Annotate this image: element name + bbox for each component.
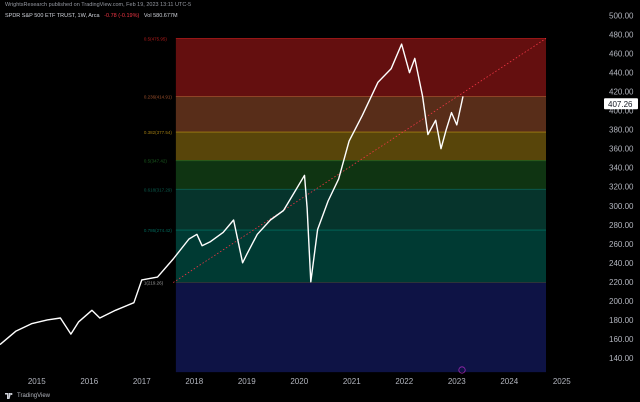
fib-level-label: 0.5(347.42) — [144, 159, 168, 164]
x-tick-label: 2020 — [290, 377, 308, 386]
fib-zone — [175, 132, 546, 161]
y-tick-label: 300.00 — [609, 202, 634, 211]
fib-level-label: 0.5(475.95) — [144, 36, 168, 41]
y-tick-label: 340.00 — [609, 164, 634, 173]
y-tick-label: 320.00 — [609, 183, 634, 192]
y-tick-label: 460.00 — [609, 50, 634, 59]
price-series-line — [0, 43, 464, 346]
last-price-label: 407.26 — [608, 100, 633, 109]
y-tick-label: 260.00 — [609, 240, 634, 249]
x-tick-label: 2019 — [238, 377, 256, 386]
last-price-badge — [604, 98, 638, 110]
fib-level-label: 0.236(414.91) — [144, 95, 173, 100]
fib-zone — [175, 230, 546, 283]
fib-level-label: 0.786(274.42) — [144, 228, 173, 233]
footer: TradingView — [5, 393, 50, 399]
x-tick-label: 2023 — [448, 377, 466, 386]
x-tick-label: 2021 — [343, 377, 361, 386]
y-tick-label: 360.00 — [609, 145, 634, 154]
x-tick-label: 2022 — [395, 377, 413, 386]
footer-brand: TradingView — [17, 393, 51, 399]
symbol-name[interactable]: SPDR S&P 500 ETF TRUST, 1W, Arca — [5, 13, 100, 19]
fib-zone — [175, 282, 546, 373]
fib-level-label: 1(219.26) — [144, 281, 164, 286]
y-tick-label: 380.00 — [609, 126, 634, 135]
fib-zone — [175, 160, 546, 190]
fib-level-label: 0.618(317.29) — [144, 187, 173, 192]
fib-zone — [175, 96, 546, 133]
fib-zone — [175, 189, 546, 231]
fib-zone — [175, 38, 546, 97]
fib-level-label: 0.382(377.54) — [144, 130, 173, 135]
y-tick-label: 180.00 — [609, 316, 634, 325]
y-tick-label: 420.00 — [609, 88, 634, 97]
price-change: -0.78 (-0.19%) — [104, 13, 140, 19]
y-tick-label: 140.00 — [609, 354, 634, 363]
volume-value: Vol 580.677M — [143, 13, 178, 19]
tradingview-logo-icon — [5, 393, 13, 399]
y-tick-label: 400.00 — [609, 107, 634, 116]
event-marker-icon[interactable] — [458, 366, 466, 374]
y-tick-label: 220.00 — [609, 278, 634, 287]
y-tick-label: 240.00 — [609, 259, 634, 268]
x-tick-label: 2018 — [185, 377, 203, 386]
published-line: WrightsResearch published on TradingView… — [5, 2, 192, 8]
symbol-legend: SPDR S&P 500 ETF TRUST, 1W, Arca -0.78 (… — [5, 13, 178, 19]
x-tick-label: 2017 — [133, 377, 151, 386]
y-tick-label: 500.00 — [609, 12, 634, 21]
y-tick-label: 160.00 — [609, 335, 634, 344]
x-tick-label: 2015 — [28, 377, 46, 386]
x-tick-label: 2025 — [553, 377, 571, 386]
y-tick-label: 480.00 — [609, 31, 634, 40]
trend-line — [173, 38, 547, 283]
y-tick-label: 440.00 — [609, 69, 634, 78]
y-tick-label: 280.00 — [609, 221, 634, 230]
y-tick-label: 200.00 — [609, 297, 634, 306]
x-tick-label: 2024 — [500, 377, 518, 386]
x-tick-label: 2016 — [80, 377, 98, 386]
